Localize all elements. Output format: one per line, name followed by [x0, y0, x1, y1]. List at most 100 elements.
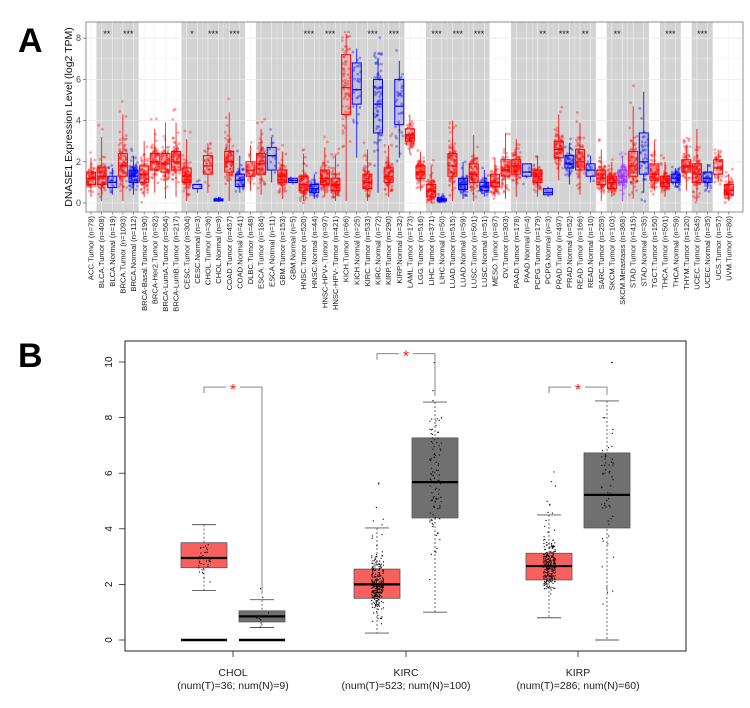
box: [202, 155, 213, 175]
data-point: [262, 170, 266, 173]
data-point: [87, 172, 91, 175]
data-point: [325, 190, 329, 194]
data-point: [128, 188, 132, 192]
data-point: [176, 162, 180, 165]
x-tick-label: THYM.Tumor (n=120): [682, 216, 691, 290]
data-point: [332, 195, 336, 199]
data-point: [156, 162, 159, 165]
data-point: [476, 189, 480, 193]
data-point: [378, 603, 380, 605]
data-point: [633, 185, 637, 189]
data-point: [260, 157, 264, 161]
data-point: [662, 156, 666, 160]
data-point: [224, 182, 228, 186]
data-point: [376, 599, 378, 601]
data-point: [598, 165, 602, 169]
data-point: [373, 602, 376, 605]
data-point: [131, 172, 135, 176]
data-point: [225, 124, 229, 128]
data-point: [310, 184, 314, 188]
data-point: [431, 492, 433, 494]
data-point: [229, 178, 232, 181]
data-point: [250, 161, 254, 165]
data-point: [251, 164, 254, 168]
data-point: [431, 418, 433, 420]
data-point: [346, 79, 350, 83]
data-point: [299, 186, 303, 190]
data-point: [346, 91, 350, 95]
data-point: [378, 571, 380, 574]
data-point: [238, 177, 242, 180]
data-point: [327, 166, 331, 169]
data-point: [228, 154, 232, 158]
significance-stars: **: [539, 29, 547, 39]
data-point: [576, 111, 579, 114]
data-point: [470, 188, 474, 192]
data-point: [376, 100, 380, 104]
data-point: [201, 569, 203, 571]
data-point: [91, 175, 94, 179]
data-point: [299, 179, 303, 182]
data-point: [102, 168, 106, 172]
data-point: [184, 171, 188, 175]
x-tick-label: ACC.Tumor (n=79): [87, 216, 96, 281]
x-tick-label: UVM.Tumor (n=80): [724, 216, 733, 281]
data-point: [98, 157, 102, 161]
data-point: [92, 175, 96, 179]
data-point: [438, 445, 440, 447]
data-point: [375, 555, 377, 557]
data-point: [371, 579, 373, 581]
data-point: [373, 583, 375, 585]
data-point: [330, 190, 334, 194]
data-point: [133, 179, 137, 182]
data-point: [259, 170, 263, 174]
data-point: [208, 168, 211, 172]
data-point: [260, 622, 262, 624]
data-point: [100, 177, 104, 181]
data-point: [322, 180, 326, 183]
data-point: [681, 174, 684, 178]
data-point: [238, 176, 242, 179]
data-point: [603, 164, 607, 168]
data-point: [334, 181, 338, 184]
data-point: [166, 157, 170, 160]
x-tick-label: STAD.Normal (n=35): [639, 216, 648, 287]
data-point: [337, 171, 341, 175]
data-point: [633, 181, 637, 184]
data-point: [261, 154, 265, 158]
data-point: [325, 170, 329, 174]
data-point: [315, 193, 319, 197]
data-point: [236, 174, 239, 178]
data-point: [341, 131, 345, 135]
y-tick-label: 6: [104, 470, 115, 476]
data-point: [183, 178, 187, 181]
data-point: [353, 66, 356, 69]
data-point: [373, 570, 375, 572]
data-point: [367, 175, 371, 179]
data-point: [165, 155, 169, 158]
data-point: [145, 191, 149, 194]
data-point: [384, 176, 388, 180]
data-point: [649, 189, 653, 193]
data-point: [119, 153, 123, 157]
data-point: [101, 181, 105, 184]
data-point: [404, 142, 408, 145]
data-point: [229, 173, 233, 176]
data-point: [522, 182, 525, 186]
box: [341, 54, 352, 115]
data-point: [227, 154, 231, 158]
data-point: [163, 160, 167, 164]
data-point: [343, 44, 347, 48]
data-point: [283, 172, 287, 176]
data-point: [299, 185, 302, 189]
data-point: [378, 138, 382, 142]
data-point: [322, 179, 326, 183]
data-point: [377, 608, 379, 610]
data-point: [427, 179, 431, 183]
data-point: [362, 166, 366, 170]
data-point: [342, 84, 346, 88]
data-point: [249, 141, 253, 144]
data-point: [226, 140, 230, 144]
box: [702, 171, 713, 183]
data-point: [374, 106, 378, 110]
